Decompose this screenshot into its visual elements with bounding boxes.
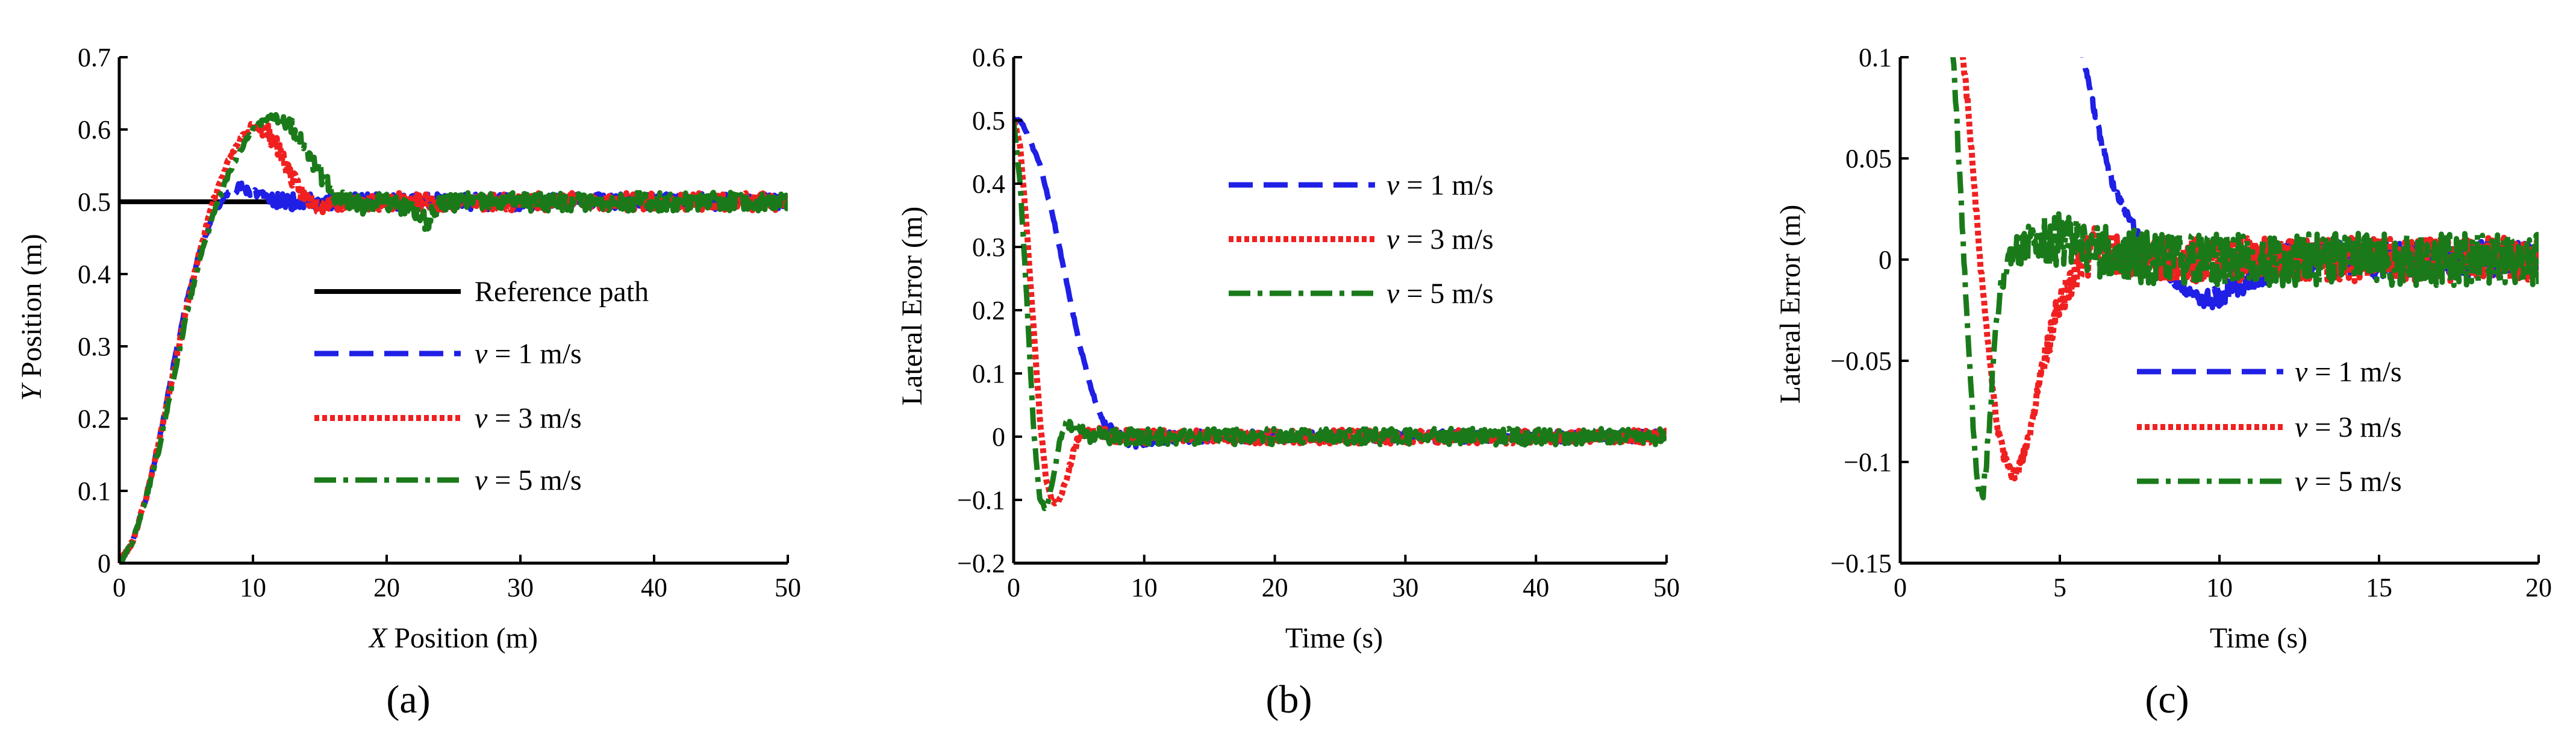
chart-c-axes: 0 5 10 15 20 −0.15 −0.1 −0.05 0 0.05 0.1: [1830, 43, 2552, 602]
chart-c-legend-label-v5: v = 5 m/s: [2295, 466, 2402, 498]
chart-c-ytick-label: −0.1: [1844, 448, 1892, 477]
chart-a-ytick-label: 0.2: [78, 404, 111, 434]
chart-b-xtick-label: 30: [1392, 573, 1418, 602]
chart-a-series-1: [119, 180, 788, 563]
chart-c-legend-label-v1: v = 1 m/s: [2295, 356, 2402, 388]
chart-a-ytick-label: 0.1: [78, 476, 111, 506]
chart-a-ytick-label: 0: [98, 549, 111, 578]
chart-b-ytick-label: 0: [992, 422, 1005, 452]
chart-a-ytick-label: 0.5: [78, 187, 111, 217]
chart-a-ytick-label: 0.7: [78, 43, 111, 72]
chart-b-xlabel: Time (s): [1285, 622, 1383, 654]
chart-a-xtick-label: 40: [641, 573, 667, 602]
chart-a-legend-label-v1: v = 1 m/s: [475, 338, 582, 370]
chart-b-xtick-label: 50: [1653, 573, 1680, 602]
chart-c-panel-label: (c): [2145, 678, 2189, 722]
chart-b-xtick-label: 10: [1131, 573, 1158, 602]
chart-c-ytick-label: −0.05: [1830, 346, 1892, 376]
chart-b-legend: v = 1 m/s v = 3 m/s v = 5 m/s: [1229, 169, 1494, 310]
chart-b-series-0: [1014, 116, 1667, 450]
chart-a-series-layer: [119, 112, 788, 563]
chart-a-series-2: [119, 120, 788, 563]
chart-a-ylabel: Y Position (m): [16, 234, 48, 401]
chart-a-xtick-label: 30: [507, 573, 534, 602]
chart-b-series-layer: [1014, 116, 1667, 511]
chart-a-xtick-label: 0: [113, 573, 126, 602]
chart-a-ytick-label: 0.4: [78, 260, 111, 289]
chart-b-ytick-label: 0.3: [972, 232, 1005, 262]
chart-a-legend-label-v5: v = 5 m/s: [475, 464, 582, 496]
chart-b-ytick-label: −0.2: [957, 549, 1005, 578]
chart-c-ytick-label: 0.1: [1859, 43, 1892, 72]
chart-b-ytick-label: 0.4: [972, 169, 1005, 199]
chart-a-xtick-label: 10: [240, 573, 266, 602]
chart-a-xtick-label: 50: [775, 573, 801, 602]
chart-b-xtick-label: 40: [1523, 573, 1549, 602]
chart-a: 0 10 20 30 40 50 0 0.1 0.2 0.3 0.4 0.5 0.6 0.7 X Posi…: [16, 43, 801, 722]
chart-b-ytick-label: 0.5: [972, 106, 1005, 136]
chart-a-legend-label-reference: Reference path: [475, 276, 649, 308]
chart-c-xtick-label: 15: [2366, 573, 2392, 602]
chart-a-ytick-label: 0.3: [78, 332, 111, 361]
chart-a-series-3: [119, 112, 788, 563]
chart-b-series-1: [1014, 119, 1667, 507]
chart-a-axes: 0 10 20 30 40 50 0 0.1 0.2 0.3 0.4 0.5 0.6 0.7: [78, 43, 801, 602]
chart-a-legend-label-v3: v = 3 m/s: [475, 402, 582, 434]
chart-b-ytick-label: 0.6: [972, 43, 1005, 72]
chart-c-xtick-label: 0: [1894, 573, 1907, 602]
chart-b-legend-label-v5: v = 5 m/s: [1386, 278, 1494, 310]
chart-a-panel-label: (a): [386, 678, 430, 722]
chart-b-ytick-label: 0.1: [972, 359, 1005, 388]
chart-c-ytick-label: 0.05: [1845, 144, 1892, 173]
chart-c-xlabel: Time (s): [2210, 622, 2307, 654]
chart-c-xtick-label: 20: [2525, 573, 2552, 602]
chart-b-ylabel: Lateral Error (m): [896, 207, 928, 405]
chart-b-legend-label-v1: v = 1 m/s: [1386, 169, 1494, 201]
chart-c-ytick-label: −0.15: [1830, 549, 1892, 578]
chart-c-xtick-label: 5: [2053, 573, 2066, 602]
chart-c-legend: v = 1 m/s v = 3 m/s v = 5 m/s: [2137, 356, 2402, 498]
chart-b-xtick-label: 0: [1007, 573, 1020, 602]
chart-c-ytick-label: 0: [1879, 245, 1892, 275]
chart-c-legend-label-v3: v = 3 m/s: [2295, 411, 2402, 443]
chart-b-ytick-label: 0.2: [972, 296, 1005, 325]
chart-c-series-layer: [1950, 57, 2539, 501]
chart-c-series-2: [1950, 57, 2539, 501]
chart-b-series-2: [1014, 121, 1667, 511]
chart-a-legend: Reference path v = 1 m/s v = 3 m/s v = 5…: [314, 276, 649, 496]
chart-b-axes: 0 10 20 30 40 50 −0.2 −0.1 0 0.1 0.2 0.3 0.4 0.5 0.6: [957, 43, 1680, 602]
chart-a-xtick-label: 20: [373, 573, 400, 602]
chart-b-xtick-label: 20: [1262, 573, 1288, 602]
chart-b-ytick-label: −0.1: [957, 485, 1005, 515]
chart-b: 0 10 20 30 40 50 −0.2 −0.1 0 0.1 0.2 0.3 0.4 0.5 0.6 T…: [896, 43, 1680, 722]
chart-c-xtick-label: 10: [2206, 573, 2233, 602]
chart-c-ylabel: Lateral Error (m): [1774, 205, 1806, 404]
chart-b-legend-label-v3: v = 3 m/s: [1386, 223, 1494, 255]
chart-a-xlabel: X Position (m): [368, 622, 538, 654]
chart-a-ytick-label: 0.6: [78, 115, 111, 145]
chart-b-panel-label: (b): [1266, 678, 1312, 722]
